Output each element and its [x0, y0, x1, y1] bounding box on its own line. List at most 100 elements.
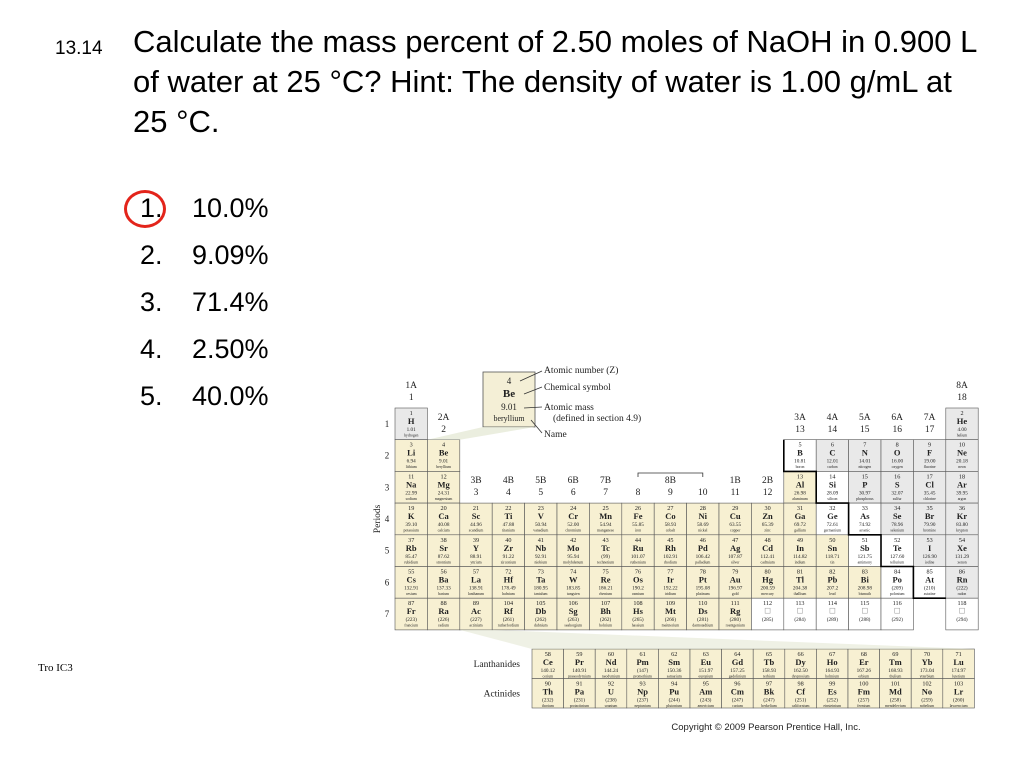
element-name: lithium — [406, 465, 417, 469]
element-symbol: Sc — [472, 511, 481, 521]
actinides-label: Actinides — [484, 690, 521, 700]
element-symbol: Ag — [730, 543, 741, 553]
element-name: promethium — [633, 675, 652, 679]
element-cell — [913, 471, 947, 504]
element-name: erbium — [858, 675, 869, 679]
element-number: 21 — [473, 505, 479, 512]
element-number: 114 — [828, 600, 837, 607]
answer-text: 2.50% — [192, 334, 269, 364]
element-symbol: V — [538, 511, 545, 521]
element-symbol: Tc — [601, 543, 610, 553]
element-number: 99 — [829, 681, 835, 688]
element-name: chromium — [565, 529, 581, 533]
answer-option-2[interactable]: 2. 9.09% — [140, 237, 269, 284]
element-mass: (289) — [827, 616, 839, 623]
element-number: 29 — [732, 505, 738, 512]
group-label-number: 17 — [925, 425, 935, 435]
answer-option-4[interactable]: 4. 2.50% — [140, 331, 269, 378]
element-name: polonium — [890, 592, 905, 596]
element-number: 88 — [441, 600, 447, 607]
element-cell — [783, 502, 817, 536]
element-symbol: Kr — [957, 511, 968, 521]
element-mass: 26.98 — [794, 490, 806, 496]
element-mass: 140.12 — [541, 668, 556, 674]
element-symbol: Cf — [796, 687, 805, 697]
element-mass: 151.97 — [699, 668, 714, 674]
element-symbol: Si — [829, 479, 837, 489]
element-name: cadmium — [761, 560, 775, 564]
element-name: bromine — [923, 529, 936, 533]
element-name: strontium — [436, 560, 451, 564]
element-name: tellurium — [890, 560, 904, 564]
element-cell — [491, 502, 525, 536]
element-number: 1 — [410, 410, 413, 417]
element-mass: 132.91 — [404, 586, 419, 592]
element-mass: 174.97 — [951, 668, 966, 674]
element-mass: (252) — [827, 697, 839, 704]
element-mass: 14.01 — [859, 459, 871, 465]
element-mass: 22.99 — [405, 490, 417, 496]
element-cell — [427, 439, 461, 472]
element-mass: 186.21 — [598, 586, 613, 592]
element-mass: 65.39 — [762, 522, 774, 528]
element-mass: (284) — [794, 616, 806, 623]
legend-label-number: Atomic number (Z) — [544, 365, 618, 376]
element-symbol: Cl — [925, 479, 934, 489]
group-label-a: 1B — [730, 476, 741, 486]
element-mass: (266) — [665, 616, 677, 623]
element-name: radon — [958, 592, 967, 596]
element-number: 116 — [893, 600, 902, 607]
element-number: 17 — [927, 473, 933, 480]
element-mass: (262) — [600, 616, 612, 623]
element-number: 10 — [959, 442, 965, 449]
element-symbol: Bi — [861, 575, 870, 585]
element-name: nickel — [698, 529, 707, 533]
element-mass: 164.93 — [825, 668, 840, 674]
element-name: praseodymium — [568, 675, 591, 679]
answer-text: 71.4% — [192, 287, 269, 317]
element-symbol: Am — [699, 687, 712, 697]
answer-option-5[interactable]: 5. 40.0% — [140, 378, 269, 425]
element-symbol: S — [895, 479, 900, 489]
group-label-a: 1A — [405, 381, 417, 391]
element-mass: 140.91 — [572, 668, 587, 674]
element-mass: 39.10 — [405, 522, 417, 528]
element-mass: (280) — [730, 616, 742, 623]
element-name: darmstadtium — [692, 624, 713, 628]
element-number: 20 — [441, 505, 447, 512]
element-mass: (257) — [858, 697, 870, 704]
group-label-number: 2 — [441, 425, 446, 435]
element-mass: 190.2 — [632, 586, 644, 592]
element-number: 112 — [763, 600, 772, 607]
element-mass: (263) — [568, 616, 580, 623]
answer-option-3[interactable]: 3. 71.4% — [140, 284, 269, 331]
element-name: cesium — [406, 592, 417, 596]
element-cell — [879, 678, 912, 709]
element-name: krypton — [956, 529, 968, 533]
element-symbol: Rh — [665, 543, 676, 553]
element-cell — [459, 566, 493, 599]
element-name: mercury — [761, 592, 774, 596]
element-number: 43 — [603, 537, 609, 544]
element-symbol: Rn — [957, 575, 968, 585]
element-number: 92 — [608, 681, 614, 688]
element-mass: (281) — [697, 616, 709, 623]
group-label-a: 7B — [600, 476, 611, 486]
element-name: yttrium — [470, 560, 481, 564]
element-number: 53 — [927, 537, 933, 544]
group-label-a: 3B — [470, 476, 481, 486]
element-name: bismuth — [859, 592, 871, 596]
element-name: francium — [404, 624, 418, 628]
period-number: 3 — [385, 482, 390, 492]
group-label-number: 15 — [860, 425, 870, 435]
element-mass: 12.01 — [827, 459, 839, 465]
element-mass: 178.49 — [501, 586, 516, 592]
element-name: tin — [830, 560, 834, 564]
group-label-number: 9 — [668, 488, 673, 498]
element-mass: 102.91 — [663, 554, 678, 560]
period-number: 4 — [385, 514, 390, 524]
element-name: cobalt — [666, 529, 676, 533]
element-mass: 78.96 — [891, 522, 903, 528]
element-number: 39 — [473, 537, 479, 544]
element-name: mendelevium — [885, 704, 906, 708]
